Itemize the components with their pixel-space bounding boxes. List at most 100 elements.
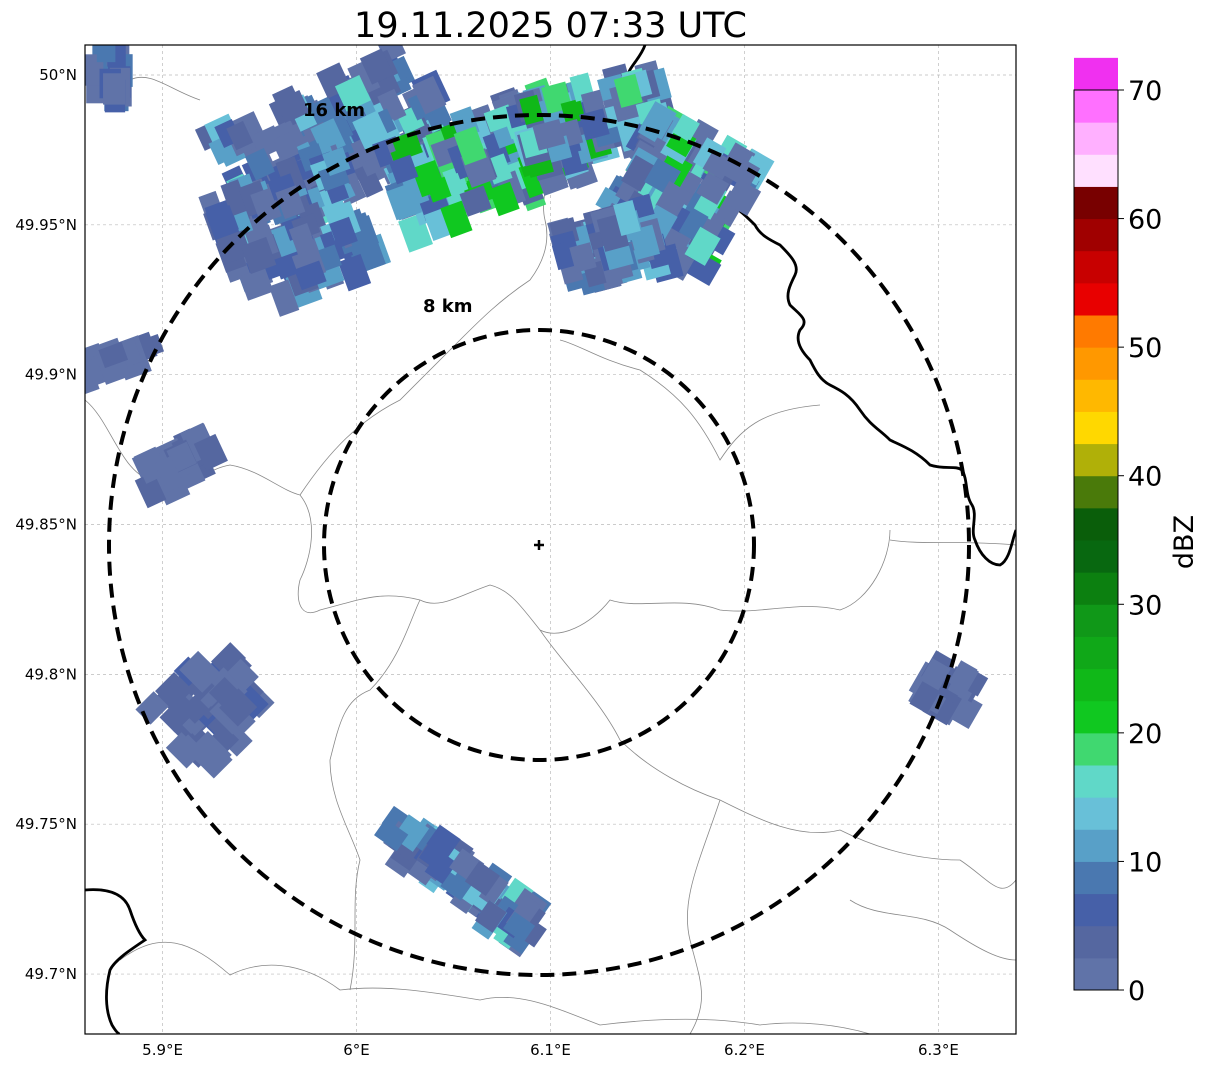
echo-cell (294, 260, 327, 291)
colorbar-bin (1074, 540, 1118, 573)
colorbar-bin (1074, 347, 1118, 380)
echo-cell (374, 818, 409, 852)
colorbar-bin (1074, 475, 1118, 509)
x-tick-label: 5.9°E (142, 1041, 183, 1059)
colorbar-tick-label: 20 (1128, 719, 1162, 750)
echo-cell (154, 456, 184, 493)
echo-cell (678, 207, 709, 242)
echo-cell (947, 662, 979, 699)
echo-cell (334, 74, 372, 112)
echo-cell (686, 251, 722, 286)
echo-cell (329, 216, 358, 249)
colorbar-tick-label: 40 (1128, 462, 1162, 493)
echo-cell (273, 132, 300, 161)
colorbar-bin (1074, 315, 1118, 348)
y-tick-label: 49.9°N (25, 366, 77, 384)
echo-cell (208, 677, 245, 713)
echo-cell (702, 149, 734, 181)
echo-cell (613, 199, 641, 237)
colorbar-tick-labels: 0 10 20 30 40 50 60 70 (1118, 76, 1162, 1007)
colorbar-bin (1074, 572, 1118, 605)
y-tick-label: 49.85°N (15, 516, 77, 534)
echo-cell (159, 702, 191, 733)
colorbar-bin (1074, 668, 1118, 702)
echo-cell (272, 85, 306, 123)
echo-cell (98, 341, 129, 369)
colorbar-bin (1074, 379, 1118, 412)
echo-cell (519, 94, 544, 125)
range-ring-8km (322, 328, 756, 762)
echo-cell (424, 850, 458, 884)
colorbar-tick-label: 10 (1128, 847, 1162, 878)
echo-cell (317, 244, 342, 272)
colorbar-bin (1074, 636, 1118, 670)
colorbar-bin (1074, 507, 1118, 541)
echo-cell (220, 179, 250, 217)
colorbar-bin (1074, 732, 1118, 766)
echo-cell (464, 861, 500, 897)
colorbar-bin (1074, 282, 1118, 316)
echo-cell (440, 200, 473, 239)
echo-cell (503, 911, 536, 943)
colorbar (1074, 57, 1118, 991)
echo-cell (173, 734, 203, 764)
echo-cell (239, 267, 274, 301)
x-tick-labels: 5.9°E 6°E 6.1°E 6.2°E 6.3°E (142, 1041, 959, 1059)
echo-cell (724, 178, 762, 216)
map-title: 19.11.2025 07:33 UTC (354, 6, 747, 46)
colorbar-bin (1074, 411, 1118, 445)
echo-cell (919, 658, 951, 691)
reflectivity-echoes (85, 45, 989, 958)
echo-cell (96, 45, 116, 63)
echo-cell (425, 176, 452, 203)
echo-cell (655, 181, 691, 218)
echo-cell (560, 98, 586, 125)
y-tick-label: 49.7°N (25, 965, 77, 983)
gridlines (85, 45, 1016, 1034)
echo-cell (474, 900, 507, 933)
x-tick-label: 6.1°E (530, 1041, 571, 1059)
echo-cell (359, 48, 394, 85)
echo-cell (488, 181, 520, 217)
ring-label-16km: 16 km (303, 100, 365, 121)
colorbar-tick-label: 70 (1128, 76, 1162, 107)
colorbar-bin (1074, 218, 1118, 252)
echo-cell (426, 824, 461, 859)
echo-cell (103, 73, 126, 105)
echo-cell (412, 75, 447, 115)
echo-cell (532, 118, 566, 151)
colorbar-tick-label: 60 (1128, 205, 1162, 236)
colorbar-frame (1073, 89, 1119, 991)
colorbar-bin (1074, 443, 1118, 477)
echo-cell (268, 279, 300, 317)
echo-cell (189, 735, 233, 779)
y-tick-label: 49.75°N (15, 815, 77, 833)
echo-cell (684, 226, 721, 266)
echo-cell (347, 59, 381, 97)
echo-cell (388, 183, 422, 221)
echo-cell (453, 126, 487, 166)
x-tick-label: 6.3°E (918, 1041, 959, 1059)
echo-cell (156, 682, 192, 718)
echo-cell (377, 88, 407, 123)
y-tick-label: 50°N (39, 66, 77, 84)
colorbar-bin (1074, 861, 1118, 895)
echo-cell (459, 185, 492, 217)
echo-cell (389, 154, 419, 185)
echo-cell (401, 171, 430, 207)
colorbar-bin (1074, 122, 1118, 155)
colorbar-bin (1074, 925, 1118, 959)
colorbar-bin (1074, 797, 1118, 830)
echo-cell (637, 109, 668, 142)
echo-cell (244, 148, 275, 181)
colorbar-bin (1074, 90, 1118, 123)
echo-cell (354, 162, 384, 198)
colorbar-bin (1074, 829, 1118, 862)
echo-cell (692, 137, 727, 174)
echo-cell (672, 113, 700, 143)
colorbar-tick-label: 30 (1128, 590, 1162, 621)
colorbar-label: dBZ (1169, 515, 1200, 569)
echo-cell (696, 171, 730, 205)
x-tick-label: 6.2°E (724, 1041, 765, 1059)
